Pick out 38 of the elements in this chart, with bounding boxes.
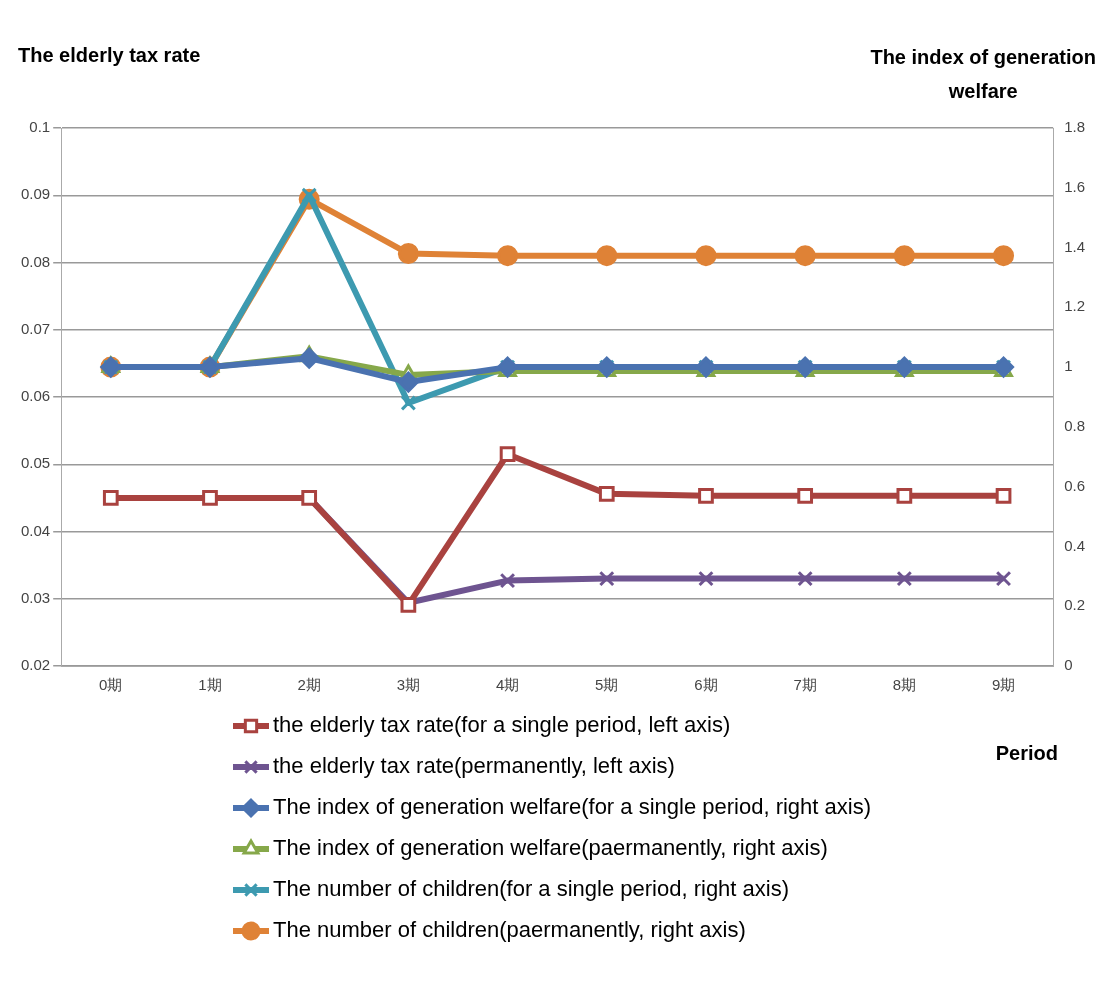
x-tick-label: 7期: [793, 676, 817, 694]
x-tick-label: 4期: [495, 676, 520, 694]
y2-tick-label: 1: [1064, 357, 1073, 375]
y2-tick-label: 1.6: [1064, 177, 1086, 195]
y2-axis-title: The index of generation welfare: [870, 45, 1096, 102]
legend-label: the elderly tax rate(for a single period, left axis): [273, 712, 731, 738]
y-tick-label: 0.02: [20, 656, 51, 674]
y2-tick-label: 1.4: [1064, 237, 1086, 255]
legend-label: The number of children(for a single period, right axis): [273, 876, 790, 902]
y-tick-label: 0.07: [20, 319, 51, 337]
y2-tick-label: 0.8: [1064, 417, 1086, 435]
x-tick-label: 3期: [396, 676, 421, 694]
x-tick-label: 2期: [297, 676, 321, 694]
y-tick-label: 0.1: [29, 118, 51, 136]
x-axis-title: Period: [995, 741, 1058, 764]
legend-label: The index of generation welfare(paermanently, right axis): [273, 835, 828, 861]
y2-tick-label: 0: [1064, 656, 1073, 674]
x-tick-label: 1期: [198, 676, 222, 694]
x-tick-label: 5期: [595, 676, 619, 694]
y2-tick-label: 1.8: [1064, 118, 1086, 136]
y-tick-label: 0.03: [20, 588, 51, 606]
y2-tick-label: 0.6: [1064, 476, 1086, 494]
y-tick-label: 0.06: [20, 387, 51, 405]
legend-label: The number of children(paermanently, right axis): [273, 917, 746, 943]
legend-label: the elderly tax rate(permanently, left axis): [273, 753, 675, 779]
y2-tick-label: 1.2: [1064, 297, 1086, 315]
y2-tick-label: 0.2: [1064, 596, 1086, 614]
x-tick-label: 8期: [892, 676, 917, 694]
legend-label: The index of generation welfare(for a single period, right axis): [273, 794, 871, 820]
x-tick-label: 9期: [991, 676, 1016, 694]
y2-tick-label: 0.4: [1064, 536, 1086, 554]
y-tick-label: 0.04: [20, 521, 51, 539]
y-axis-title: The elderly tax rate: [18, 43, 201, 66]
x-tick-label: 0期: [99, 676, 123, 694]
y-tick-label: 0.08: [20, 252, 51, 270]
x-tick-label: 6期: [694, 676, 718, 694]
y-tick-label: 0.05: [20, 454, 51, 472]
y-tick-label: 0.09: [20, 185, 51, 203]
